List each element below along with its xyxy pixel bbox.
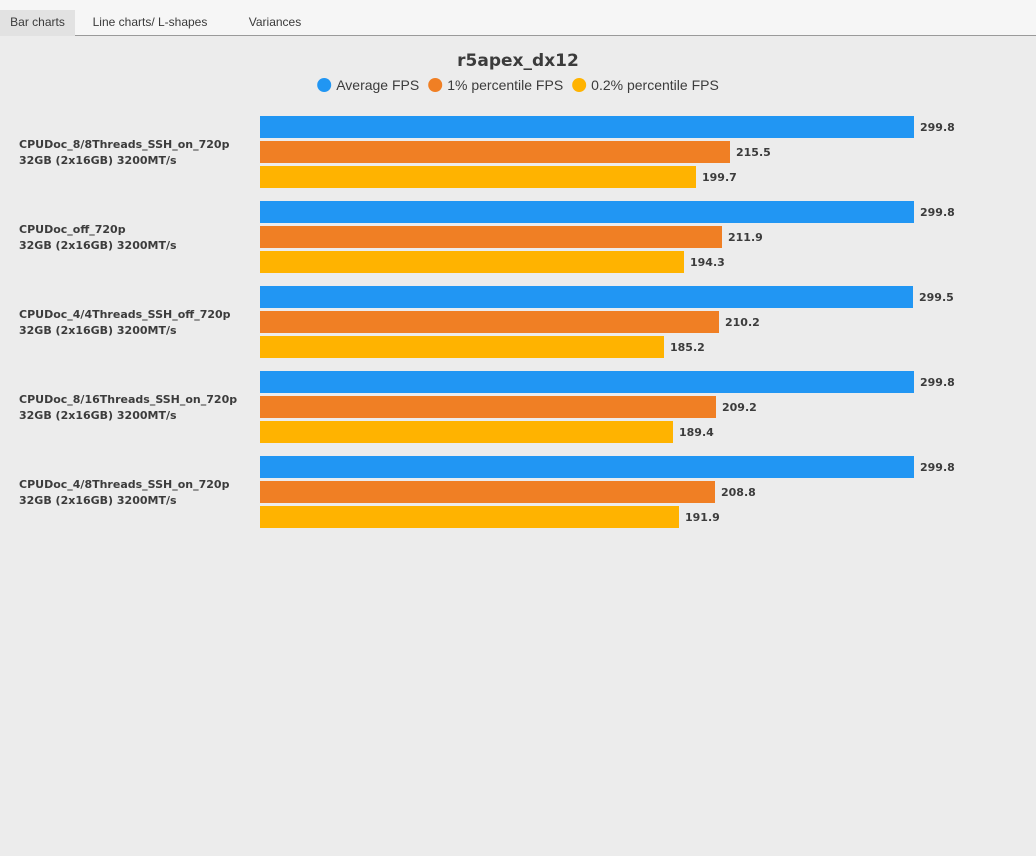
legend-label[interactable]: Average FPS bbox=[336, 77, 419, 93]
bar-value-label: 299.8 bbox=[920, 206, 955, 219]
category-sublabel: 32GB (2x16GB) 3200MT/s bbox=[19, 154, 177, 167]
bar[interactable] bbox=[260, 396, 716, 418]
legend-label[interactable]: 0.2% percentile FPS bbox=[591, 77, 719, 93]
bar[interactable] bbox=[260, 371, 914, 393]
bar[interactable] bbox=[260, 456, 914, 478]
category-sublabel: 32GB (2x16GB) 3200MT/s bbox=[19, 239, 177, 252]
category-sublabel: 32GB (2x16GB) 3200MT/s bbox=[19, 494, 177, 507]
legend-marker[interactable] bbox=[572, 78, 587, 92]
bar[interactable] bbox=[260, 506, 679, 528]
category-label: CPUDoc_4/4Threads_SSH_off_720p bbox=[19, 308, 231, 321]
bar-value-label: 191.9 bbox=[685, 511, 720, 524]
bar-value-label: 210.2 bbox=[725, 316, 760, 329]
category-label: CPUDoc_4/8Threads_SSH_on_720p bbox=[19, 478, 230, 491]
bar[interactable] bbox=[260, 311, 719, 333]
bar[interactable] bbox=[260, 166, 696, 188]
bar[interactable] bbox=[260, 226, 722, 248]
bar-value-label: 209.2 bbox=[722, 401, 757, 414]
legend-marker[interactable] bbox=[428, 78, 443, 92]
bar[interactable] bbox=[260, 481, 715, 503]
category-label: CPUDoc_8/16Threads_SSH_on_720p bbox=[19, 393, 237, 406]
bar[interactable] bbox=[260, 141, 730, 163]
bar[interactable] bbox=[260, 421, 673, 443]
bar-value-label: 208.8 bbox=[721, 486, 756, 499]
bar-value-label: 299.8 bbox=[920, 121, 955, 134]
bar-value-label: 299.5 bbox=[919, 291, 954, 304]
bar[interactable] bbox=[260, 116, 914, 138]
bar[interactable] bbox=[260, 336, 664, 358]
bar-value-label: 189.4 bbox=[679, 426, 714, 439]
tab-bar: Bar charts Line charts/ L-shapes Varianc… bbox=[0, 0, 1036, 36]
bar[interactable] bbox=[260, 251, 684, 273]
bar-value-label: 299.8 bbox=[920, 376, 955, 389]
category-label: CPUDoc_off_720p bbox=[19, 223, 126, 236]
bar-value-label: 185.2 bbox=[670, 341, 705, 354]
bar-value-label: 211.9 bbox=[728, 231, 763, 244]
bar-chart: r5apex_dx12 Average FPS 1% percentile FPS 0… bbox=[19, 51, 955, 528]
legend-marker[interactable] bbox=[317, 78, 332, 92]
tab-variances[interactable]: Variances bbox=[248, 15, 302, 29]
bar-value-label: 199.7 bbox=[702, 171, 737, 184]
bar[interactable] bbox=[260, 201, 914, 223]
bar-value-label: 194.3 bbox=[690, 256, 725, 269]
tab-line-charts[interactable]: Line charts/ L-shapes bbox=[92, 15, 208, 29]
category-sublabel: 32GB (2x16GB) 3200MT/s bbox=[19, 409, 177, 422]
bar[interactable] bbox=[260, 286, 913, 308]
tab-bar-charts[interactable]: Bar charts bbox=[0, 10, 75, 36]
bar-value-label: 299.8 bbox=[920, 461, 955, 474]
chart-title: r5apex_dx12 bbox=[457, 51, 579, 71]
category-sublabel: 32GB (2x16GB) 3200MT/s bbox=[19, 324, 177, 337]
category-label: CPUDoc_8/8Threads_SSH_on_720p bbox=[19, 138, 230, 151]
legend-label[interactable]: 1% percentile FPS bbox=[447, 77, 563, 93]
bar-value-label: 215.5 bbox=[736, 146, 771, 159]
